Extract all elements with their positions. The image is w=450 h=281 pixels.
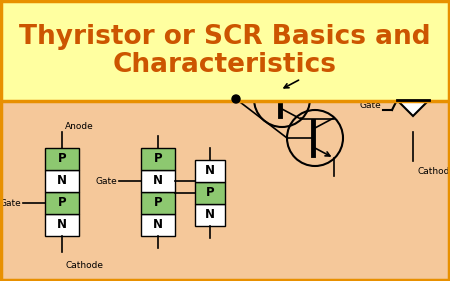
Text: Gate: Gate xyxy=(95,176,117,185)
Polygon shape xyxy=(397,100,429,116)
Text: Anode: Anode xyxy=(417,56,446,65)
Text: N: N xyxy=(153,175,163,187)
Bar xyxy=(195,204,225,226)
Bar xyxy=(45,170,79,192)
Bar xyxy=(0,0,450,101)
Bar xyxy=(141,148,175,170)
Text: Anode: Anode xyxy=(65,122,94,131)
Text: N: N xyxy=(153,219,163,232)
Bar xyxy=(141,192,175,214)
Text: Characteristics: Characteristics xyxy=(113,52,337,78)
Bar xyxy=(45,148,79,170)
Text: N: N xyxy=(205,164,215,178)
Text: P: P xyxy=(154,153,162,166)
Text: Gate: Gate xyxy=(0,198,21,207)
Bar xyxy=(141,214,175,236)
Text: P: P xyxy=(58,196,66,210)
Text: Gate: Gate xyxy=(359,101,381,110)
Text: N: N xyxy=(57,175,67,187)
Bar xyxy=(195,182,225,204)
Text: Thyristor or SCR Basics and: Thyristor or SCR Basics and xyxy=(19,24,431,49)
Text: P: P xyxy=(206,187,214,200)
Text: Cathode: Cathode xyxy=(65,261,103,270)
Bar xyxy=(45,192,79,214)
Text: P: P xyxy=(154,196,162,210)
Text: Cathode: Cathode xyxy=(417,167,450,176)
Bar xyxy=(195,160,225,182)
Text: N: N xyxy=(205,209,215,221)
Bar xyxy=(45,214,79,236)
Bar xyxy=(0,101,450,281)
Bar xyxy=(141,170,175,192)
Circle shape xyxy=(232,95,240,103)
Text: P: P xyxy=(58,153,66,166)
Text: N: N xyxy=(57,219,67,232)
